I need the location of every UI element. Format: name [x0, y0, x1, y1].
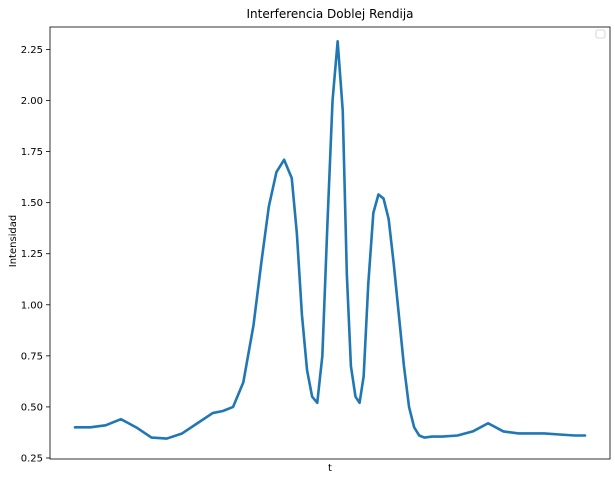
y-tick-label: 1.00: [21, 300, 43, 311]
series-layer: [73, 40, 587, 440]
y-tick-label: 0.75: [21, 351, 43, 362]
y-axis-ticks: 0.25 0.50 0.75 1.00 1.25 1.50 1.75 2.00 2.25: [21, 45, 50, 464]
y-tick-label: 2.00: [21, 96, 43, 107]
series-line: [73, 40, 587, 440]
y-tick-label: 0.50: [21, 402, 43, 413]
legend: [595, 29, 606, 39]
y-tick-label: 0.25: [21, 453, 43, 464]
x-axis-label: t: [328, 463, 332, 474]
y-tick-label: 1.50: [21, 198, 43, 209]
y-tick-label: 1.75: [21, 147, 43, 158]
chart-title: Interferencia Doblej Rendija: [246, 7, 413, 21]
plot-frame: [49, 26, 611, 460]
y-axis-label: Intensidad: [8, 215, 19, 268]
y-tick-label: 1.25: [21, 249, 43, 260]
y-tick-label: 2.25: [21, 45, 43, 56]
